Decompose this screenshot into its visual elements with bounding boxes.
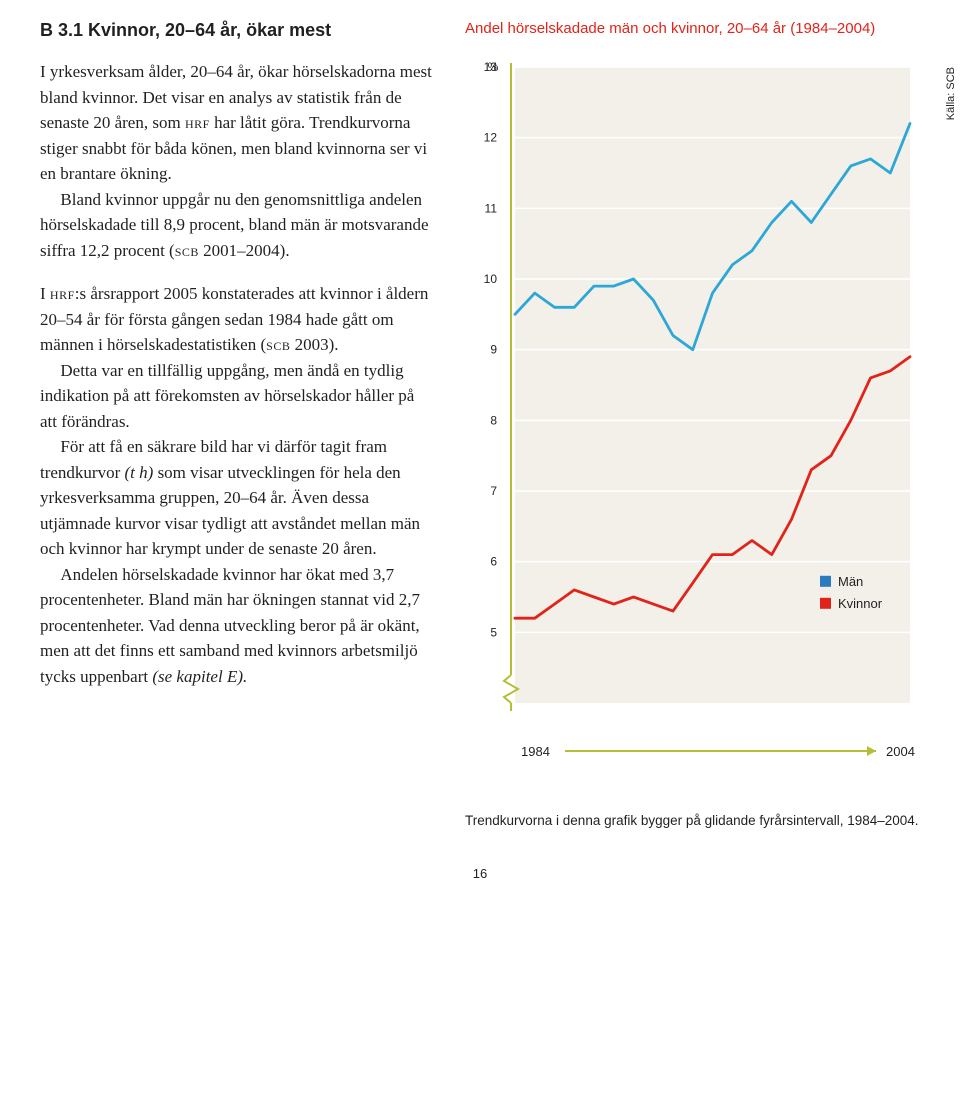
paragraph: Detta var en tillfällig uppgång, men änd… [40,358,435,435]
chart-wrap: Källa: SCB %567891011121319842004MänKvin… [465,53,955,793]
svg-text:10: 10 [484,272,498,286]
svg-text:Män: Män [838,574,863,589]
text-column: B 3.1 Kvinnor, 20–64 år, ökar mest I yrk… [40,20,435,828]
section-heading: B 3.1 Kvinnor, 20–64 år, ökar mest [40,20,435,41]
svg-text:5: 5 [490,625,497,639]
paragraph: I hrf:s årsrapport 2005 konstaterades at… [40,281,435,358]
svg-text:11: 11 [485,201,498,215]
svg-text:7: 7 [490,484,497,498]
chart-column: Andel hörselskadade män och kvinnor, 20–… [465,20,955,828]
body-text: I yrkesverksam ålder, 20–64 år, ökar hör… [40,59,435,689]
chart-title: Andel hörselskadade män och kvinnor, 20–… [465,20,955,37]
svg-text:2004: 2004 [886,744,915,759]
paragraph: Andelen hörselskadade kvinnor har ökat m… [40,562,435,690]
paragraph: Bland kvinnor uppgår nu den genomsnittli… [40,187,435,264]
svg-text:Kvinnor: Kvinnor [838,596,883,611]
svg-text:8: 8 [490,413,497,427]
svg-text:6: 6 [490,555,497,569]
chart-source: Källa: SCB [945,67,957,120]
chart-note: Trendkurvorna i denna grafik bygger på g… [465,813,955,828]
svg-text:1984: 1984 [521,744,550,759]
svg-text:13: 13 [484,60,498,74]
line-chart: %567891011121319842004MänKvinnor [465,53,930,793]
paragraph: För att få en säkrare bild har vi därför… [40,434,435,562]
page-number: 16 [40,866,920,881]
svg-text:9: 9 [490,343,497,357]
svg-text:12: 12 [484,131,498,145]
paragraph: I yrkesverksam ålder, 20–64 år, ökar hör… [40,59,435,187]
